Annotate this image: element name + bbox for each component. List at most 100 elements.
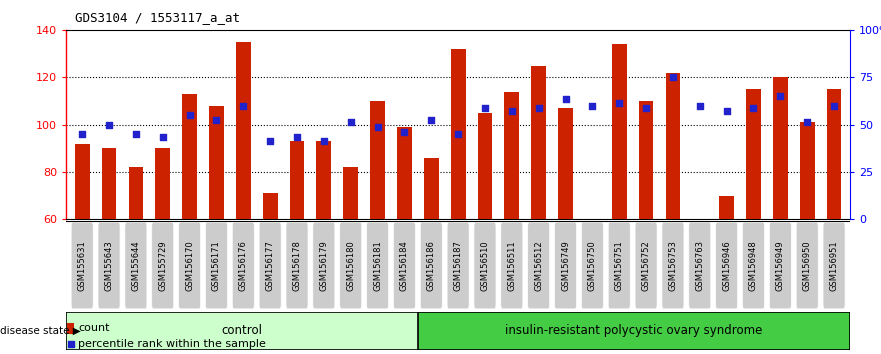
Point: [397, 129, 411, 135]
Bar: [66, 312, 418, 350]
Text: GSM156750: GSM156750: [588, 240, 597, 291]
Bar: [505, 92, 519, 219]
FancyBboxPatch shape: [528, 222, 550, 309]
Text: disease state ▶: disease state ▶: [0, 326, 81, 336]
Bar: [155, 148, 170, 219]
Text: GSM155729: GSM155729: [159, 240, 167, 291]
Text: GSM156950: GSM156950: [803, 240, 811, 291]
Bar: [418, 312, 850, 350]
FancyBboxPatch shape: [98, 222, 120, 309]
FancyBboxPatch shape: [420, 222, 442, 309]
Point: [478, 105, 492, 111]
Point: [425, 117, 439, 123]
FancyBboxPatch shape: [394, 222, 416, 309]
FancyBboxPatch shape: [823, 222, 845, 309]
Text: GSM156752: GSM156752: [641, 240, 650, 291]
Point: [263, 138, 278, 144]
Text: GSM156951: GSM156951: [830, 240, 839, 291]
FancyBboxPatch shape: [662, 222, 684, 309]
Text: GSM156176: GSM156176: [239, 240, 248, 291]
Text: GSM156184: GSM156184: [400, 240, 409, 291]
Bar: [129, 167, 144, 219]
FancyBboxPatch shape: [743, 222, 765, 309]
Bar: [263, 193, 278, 219]
Point: [585, 103, 599, 109]
Point: [129, 131, 143, 137]
Text: GSM156186: GSM156186: [426, 240, 436, 291]
FancyBboxPatch shape: [152, 222, 174, 309]
Text: GSM156170: GSM156170: [185, 240, 194, 291]
Bar: [665, 73, 680, 219]
Point: [639, 105, 653, 111]
Bar: [424, 158, 439, 219]
FancyBboxPatch shape: [205, 222, 227, 309]
FancyBboxPatch shape: [179, 222, 201, 309]
FancyBboxPatch shape: [340, 222, 362, 309]
FancyBboxPatch shape: [769, 222, 791, 309]
Text: GSM155643: GSM155643: [105, 240, 114, 291]
Bar: [397, 127, 411, 219]
FancyBboxPatch shape: [608, 222, 630, 309]
Bar: [639, 101, 654, 219]
Bar: [531, 65, 546, 219]
Text: GSM156511: GSM156511: [507, 240, 516, 291]
Text: GSM156179: GSM156179: [319, 240, 329, 291]
Bar: [209, 106, 224, 219]
FancyBboxPatch shape: [554, 222, 576, 309]
Bar: [236, 42, 251, 219]
Point: [746, 105, 760, 111]
FancyBboxPatch shape: [796, 222, 818, 309]
Text: percentile rank within the sample: percentile rank within the sample: [78, 339, 266, 349]
Point: [182, 113, 196, 118]
Point: [531, 105, 545, 111]
Point: [156, 134, 170, 139]
Text: GSM156180: GSM156180: [346, 240, 355, 291]
Bar: [611, 44, 626, 219]
Bar: [800, 122, 815, 219]
Text: GSM156753: GSM156753: [669, 240, 677, 291]
Text: GSM156946: GSM156946: [722, 240, 731, 291]
Bar: [692, 219, 707, 227]
Bar: [451, 49, 465, 219]
Text: GSM156187: GSM156187: [454, 240, 463, 291]
Point: [290, 134, 304, 139]
Text: GSM155644: GSM155644: [131, 240, 140, 291]
FancyBboxPatch shape: [448, 222, 469, 309]
Bar: [75, 144, 90, 219]
Point: [371, 124, 385, 130]
Text: GSM156948: GSM156948: [749, 240, 758, 291]
Bar: [370, 101, 385, 219]
Text: GSM156181: GSM156181: [373, 240, 382, 291]
Point: [323, 273, 337, 278]
Bar: [344, 167, 358, 219]
Bar: [826, 89, 841, 219]
Bar: [290, 141, 305, 219]
FancyBboxPatch shape: [635, 222, 657, 309]
Bar: [559, 108, 573, 219]
Point: [774, 93, 788, 99]
FancyBboxPatch shape: [500, 222, 522, 309]
Point: [692, 103, 707, 109]
Bar: [182, 94, 197, 219]
Point: [451, 131, 465, 137]
Text: GSM156171: GSM156171: [212, 240, 221, 291]
Point: [720, 108, 734, 113]
Text: GSM156749: GSM156749: [561, 240, 570, 291]
FancyBboxPatch shape: [233, 222, 255, 309]
Bar: [101, 148, 116, 219]
FancyBboxPatch shape: [474, 222, 496, 309]
Point: [800, 120, 814, 125]
Point: [210, 117, 224, 123]
FancyBboxPatch shape: [715, 222, 737, 309]
Text: count: count: [78, 324, 110, 333]
FancyBboxPatch shape: [286, 222, 308, 309]
Point: [75, 131, 89, 137]
FancyBboxPatch shape: [125, 222, 147, 309]
FancyBboxPatch shape: [71, 222, 93, 309]
Text: GSM156512: GSM156512: [534, 240, 544, 291]
Point: [236, 103, 250, 109]
FancyBboxPatch shape: [259, 222, 281, 309]
Bar: [746, 89, 761, 219]
Text: GSM156763: GSM156763: [695, 240, 704, 291]
Bar: [67, 324, 74, 334]
